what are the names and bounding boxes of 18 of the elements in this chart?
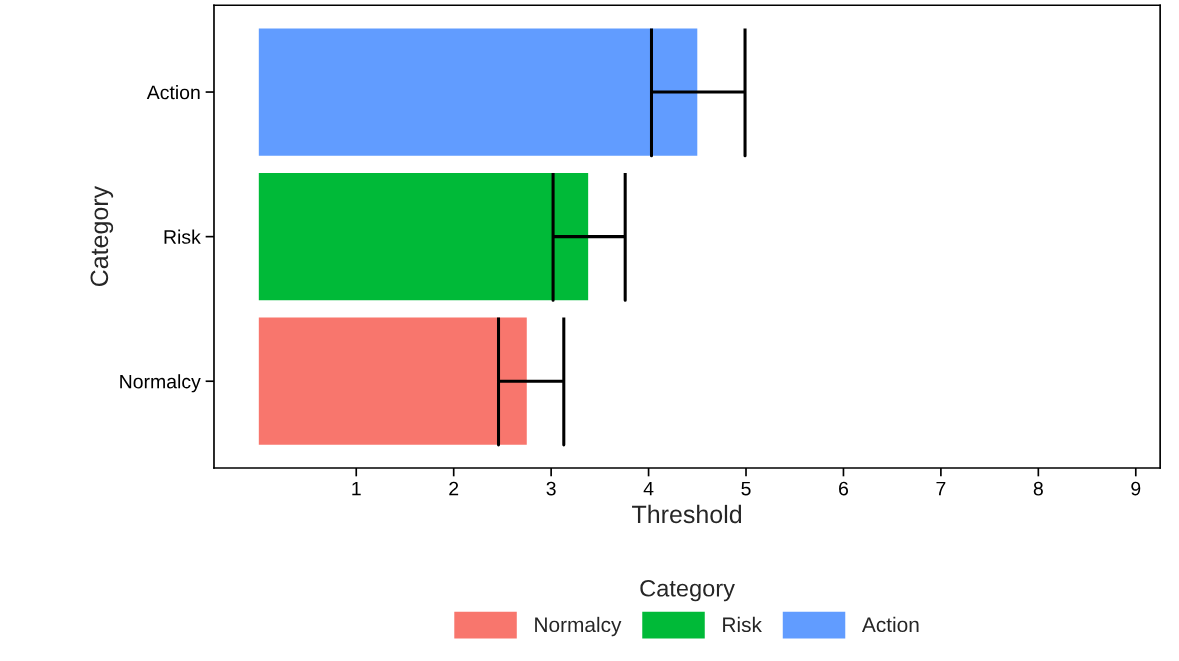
legend-label: Action: [861, 616, 919, 633]
x-tick-label: 1: [352, 481, 361, 496]
legend-title: Category: [640, 579, 735, 602]
y-tick-label: Normalcy: [120, 374, 201, 393]
x-tick-label: 2: [449, 481, 459, 496]
legend-label: Normalcy: [535, 616, 622, 637]
y-axis-title: Category: [90, 185, 114, 287]
x-axis-title: Threshold: [632, 504, 742, 524]
x-tick-label: 8: [1033, 481, 1043, 496]
y-tick-label: Action: [146, 85, 200, 100]
x-tick-label: 5: [741, 481, 751, 496]
legend-label: Risk: [723, 616, 762, 633]
x-tick-label: 3: [546, 481, 556, 496]
y-tick-label: Risk: [164, 229, 201, 244]
x-tick-label: 9: [1131, 481, 1141, 496]
x-tick-label: 4: [643, 481, 654, 496]
x-tick-label: 7: [936, 481, 946, 496]
x-tick-label: 6: [839, 481, 849, 496]
